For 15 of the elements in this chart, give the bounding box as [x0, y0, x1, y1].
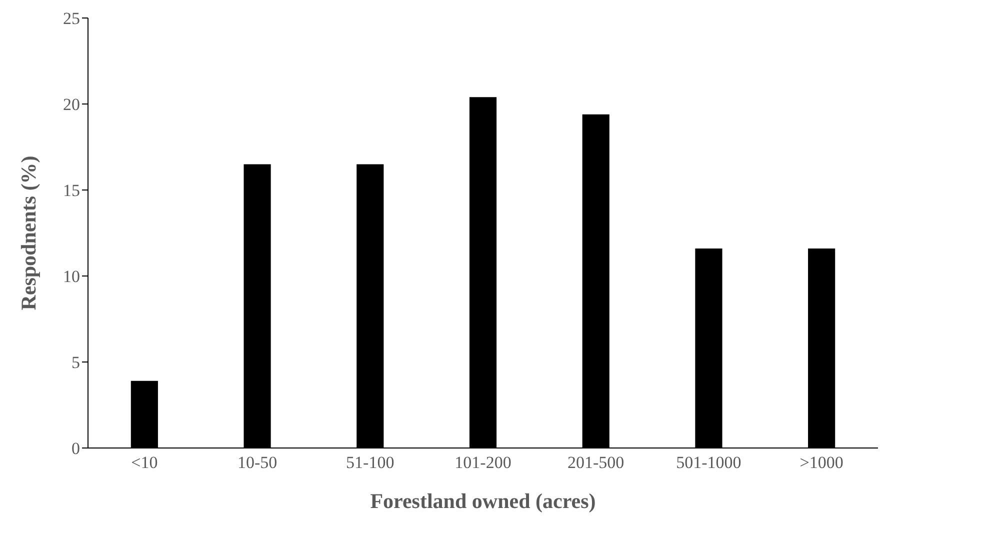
y-tick-label: 5	[72, 353, 80, 372]
y-tick-label: 0	[72, 439, 80, 458]
y-tick-label: 20	[63, 95, 80, 114]
x-tick-label: 10-50	[237, 453, 278, 472]
x-tick-label: 101-200	[454, 453, 512, 472]
x-tick-label: <10	[131, 453, 158, 472]
y-axis-title: Respodnents (%)	[16, 156, 40, 310]
y-tick-label: 25	[63, 9, 80, 28]
x-tick-label: >1000	[800, 453, 844, 472]
x-axis-title: Forestland owned (acres)	[370, 489, 596, 513]
x-tick-label: 51-100	[346, 453, 394, 472]
y-tick-label: 15	[63, 181, 80, 200]
x-tick-label: 201-500	[568, 453, 624, 472]
x-tick-label: 501-1000	[676, 453, 742, 472]
y-tick-label: 10	[63, 267, 80, 286]
